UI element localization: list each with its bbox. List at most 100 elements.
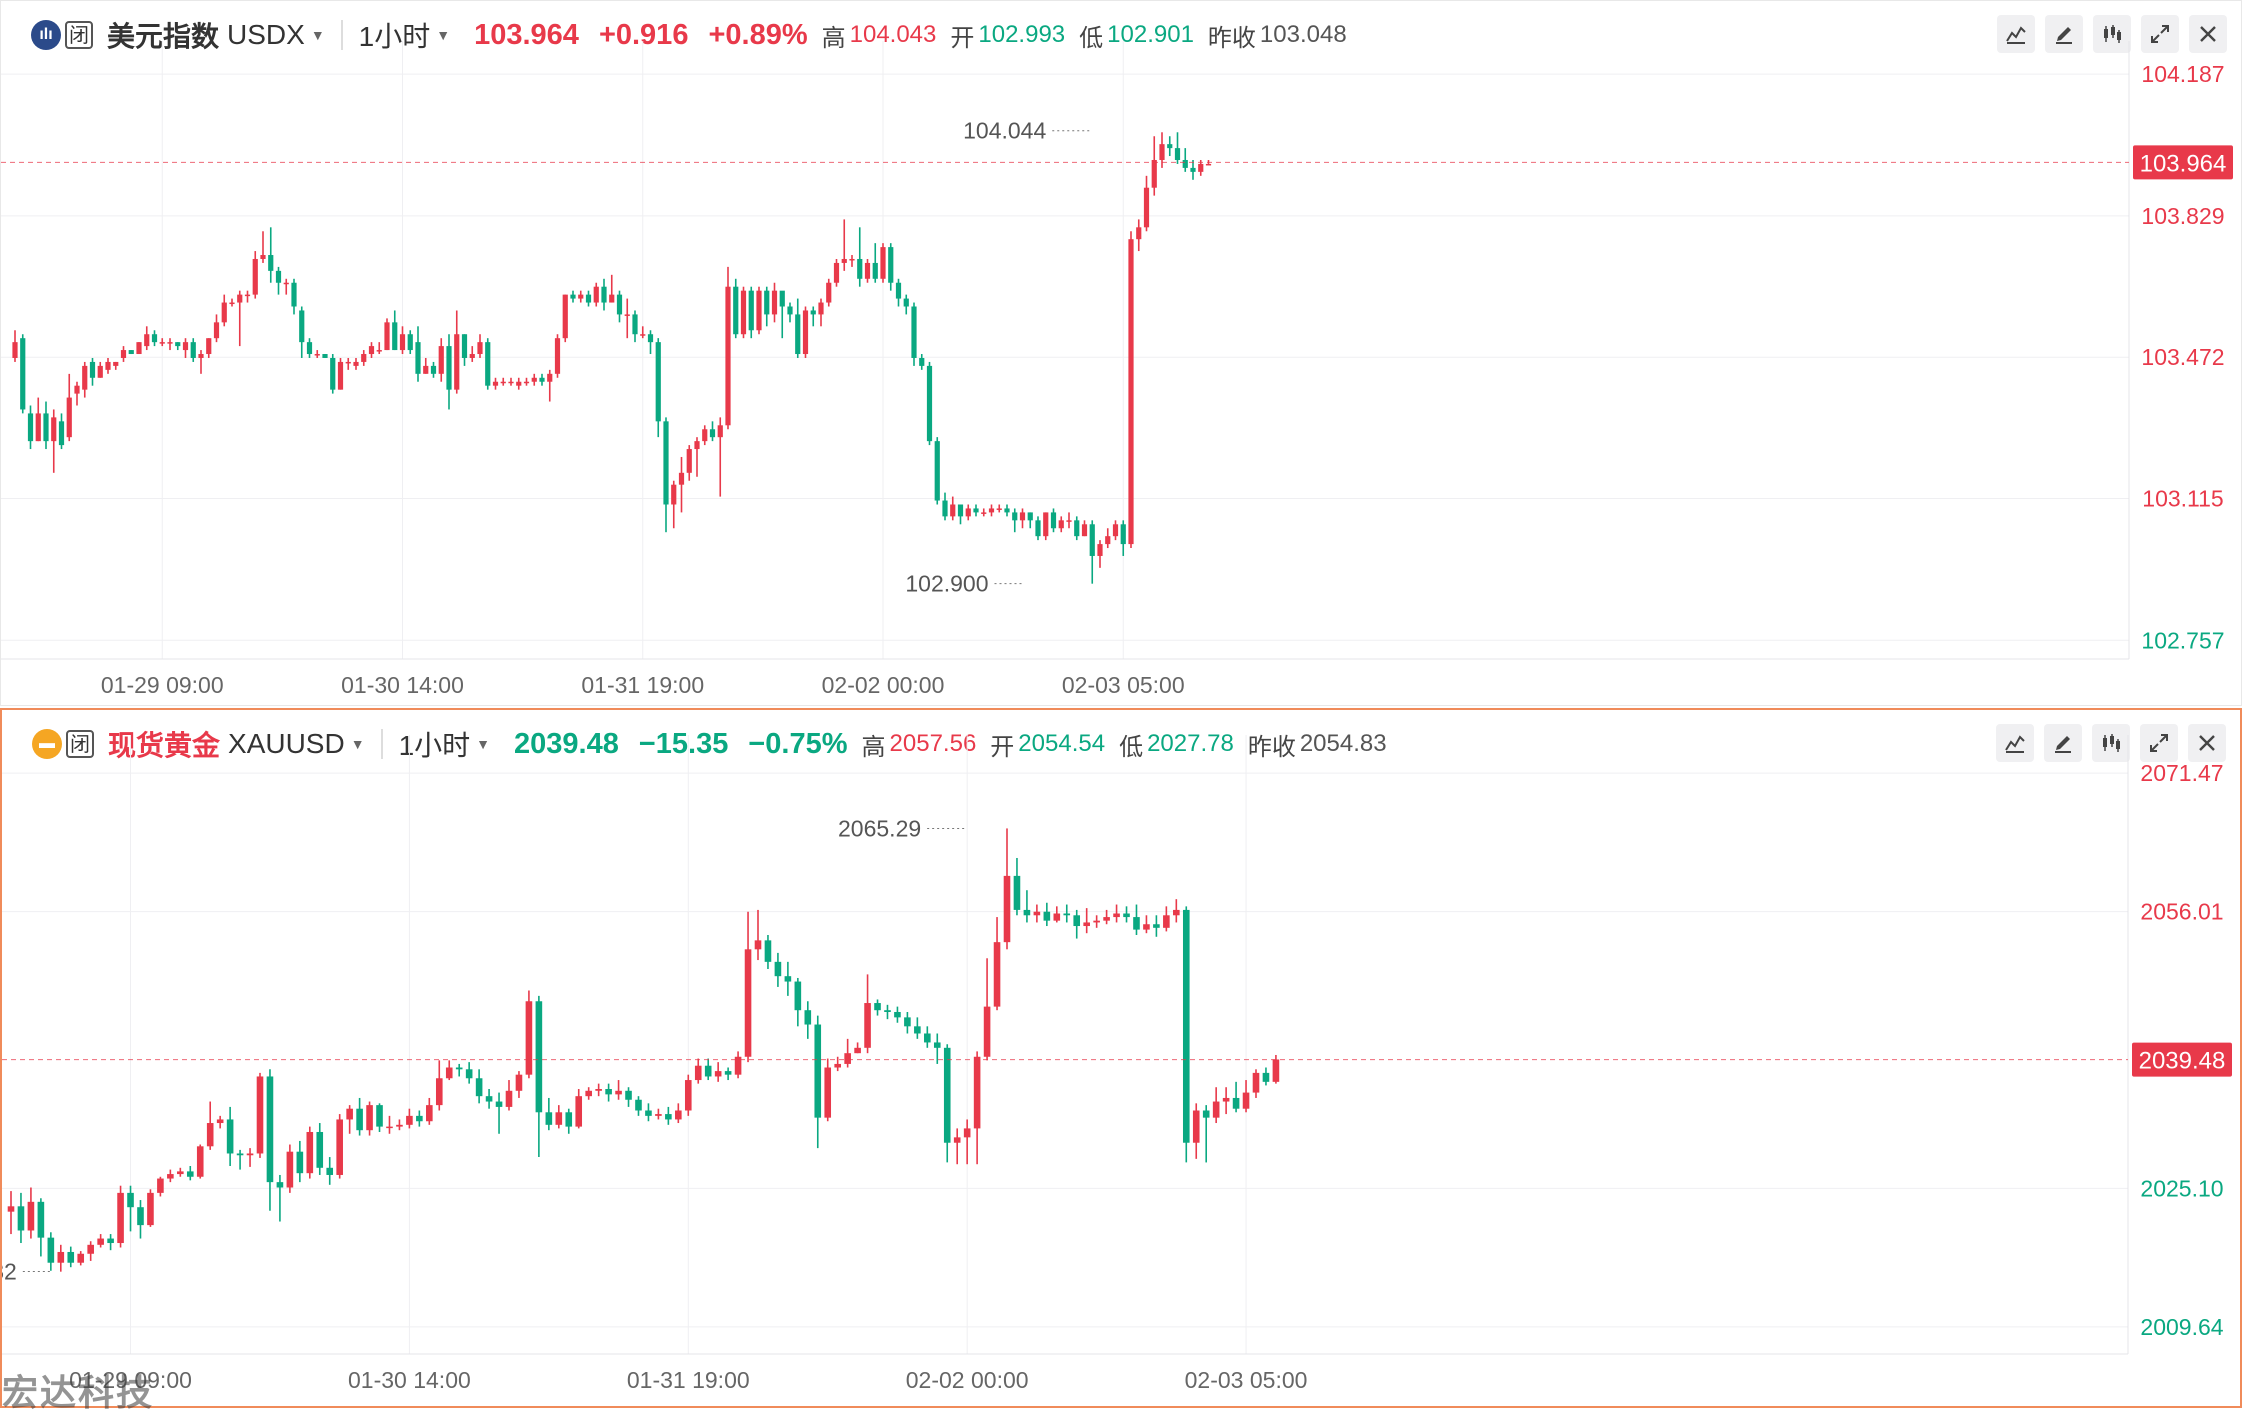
open-label: 开: [950, 24, 975, 52]
candle-body: [43, 413, 49, 442]
indicator-icon[interactable]: [2092, 724, 2130, 762]
instrument-code[interactable]: XAUUSD: [228, 728, 345, 759]
last-price-tag-label: 103.964: [2140, 150, 2227, 177]
candle-body: [988, 508, 995, 513]
candle-body: [615, 1090, 622, 1095]
instrument-name[interactable]: 现货黄金: [108, 730, 221, 761]
candle-body: [1190, 167, 1196, 172]
candle-body: [675, 1110, 682, 1120]
candle-body: [1004, 508, 1010, 513]
candle-body: [872, 262, 878, 279]
candle-body: [709, 429, 716, 438]
candle-body: [919, 357, 925, 366]
candle-body: [585, 1090, 592, 1097]
candle-body: [1097, 544, 1103, 556]
candle-body: [430, 365, 437, 374]
chart-logo-icon: ılı: [31, 20, 61, 50]
x-tick-label: 02-02 00:00: [822, 672, 945, 698]
draw-icon[interactable]: [2044, 724, 2082, 762]
close-icon[interactable]: [2188, 724, 2226, 762]
chart-type-icon[interactable]: [1996, 724, 2034, 762]
interval-selector[interactable]: 1小时: [358, 21, 431, 52]
candle-body: [246, 1153, 254, 1156]
candle-body: [27, 413, 34, 442]
prev-close-label: 昨收: [1247, 733, 1296, 761]
candle-body: [981, 512, 987, 514]
candle-body: [74, 385, 80, 394]
candle-body: [824, 1067, 832, 1118]
candle-body: [655, 342, 661, 422]
price-change: −15.35: [638, 727, 729, 760]
candle-body: [314, 354, 320, 356]
candle-body: [495, 1101, 503, 1107]
candle-body: [361, 354, 367, 362]
candle-body: [345, 361, 351, 364]
instrument-name[interactable]: 美元指数: [107, 21, 220, 52]
candle-body: [105, 361, 111, 370]
candle-body: [874, 1003, 881, 1011]
candle-body: [455, 1067, 463, 1070]
indicator-icon[interactable]: [2093, 15, 2131, 53]
candle-body: [864, 262, 871, 279]
candle-body: [942, 500, 948, 517]
candle-body: [748, 290, 754, 331]
candle-body: [475, 1078, 483, 1097]
candle-body: [396, 1124, 403, 1127]
chart-type-icon[interactable]: [1997, 15, 2035, 53]
annotation-label: 2015.82: [2, 1258, 17, 1284]
candle-body: [857, 258, 863, 279]
chevron-down-icon[interactable]: ▼: [310, 27, 325, 43]
candle-body: [595, 1089, 602, 1091]
candle-body: [229, 302, 235, 305]
candle-body: [605, 1089, 612, 1095]
candle-body: [190, 342, 196, 358]
y-tick-label: 102.757: [2141, 627, 2224, 653]
draw-icon[interactable]: [2045, 15, 2083, 53]
candle-body: [903, 298, 909, 307]
candle-body: [555, 1112, 563, 1125]
chevron-down-icon[interactable]: ▼: [436, 27, 451, 43]
x-tick-label: 01-31 19:00: [581, 672, 704, 698]
last-price: 103.964: [474, 18, 579, 51]
expand-icon[interactable]: [2140, 724, 2178, 762]
candle-body: [167, 342, 173, 344]
candle-body: [1081, 524, 1088, 537]
usdx-candlestick-chart[interactable]: 103.964 104.187 103.829 103.472 103.115 102.7…: [1, 1, 2242, 707]
chevron-down-icon[interactable]: ▼: [476, 736, 491, 752]
candle-body: [237, 294, 243, 303]
candle-body: [665, 1114, 672, 1120]
annotation-label: 104.044: [963, 118, 1046, 144]
instrument-code[interactable]: USDX: [227, 19, 305, 50]
candle-body: [756, 290, 762, 331]
candle-body: [283, 282, 289, 285]
price-change: +0.916: [598, 18, 689, 51]
chevron-down-icon[interactable]: ▼: [350, 736, 365, 752]
close-icon[interactable]: [2189, 15, 2227, 53]
xauusd-candlestick-chart[interactable]: 2039.48 2071.47 2056.01 2025.10 2009.64 01-29…: [2, 710, 2240, 1406]
candle-body: [221, 302, 227, 323]
candle-body: [469, 354, 475, 358]
candle-body: [1173, 909, 1180, 916]
interval-selector[interactable]: 1小时: [398, 730, 471, 761]
candle-body: [914, 1026, 921, 1034]
candle-body: [1105, 536, 1111, 545]
candle-body: [624, 314, 630, 316]
candle-body: [1120, 524, 1126, 545]
candle-body: [957, 504, 964, 517]
high-label: 高: [861, 733, 886, 761]
candle-body: [854, 1047, 861, 1054]
prev-close-value: 2054.83: [1299, 730, 1387, 757]
candle-body: [66, 397, 72, 438]
candle-body: [734, 1056, 742, 1075]
candle-body: [1043, 911, 1051, 921]
expand-icon[interactable]: [2141, 15, 2179, 53]
candle-body: [894, 1011, 901, 1018]
candle-body: [438, 346, 444, 374]
candle-body: [1019, 512, 1026, 521]
candle-body: [635, 1099, 642, 1111]
candle-body: [841, 258, 847, 263]
candle-body: [810, 310, 816, 315]
y-tick-label: 2009.64: [2140, 1314, 2223, 1340]
last-price: 2039.48: [514, 727, 619, 760]
candle-body: [625, 1090, 632, 1100]
